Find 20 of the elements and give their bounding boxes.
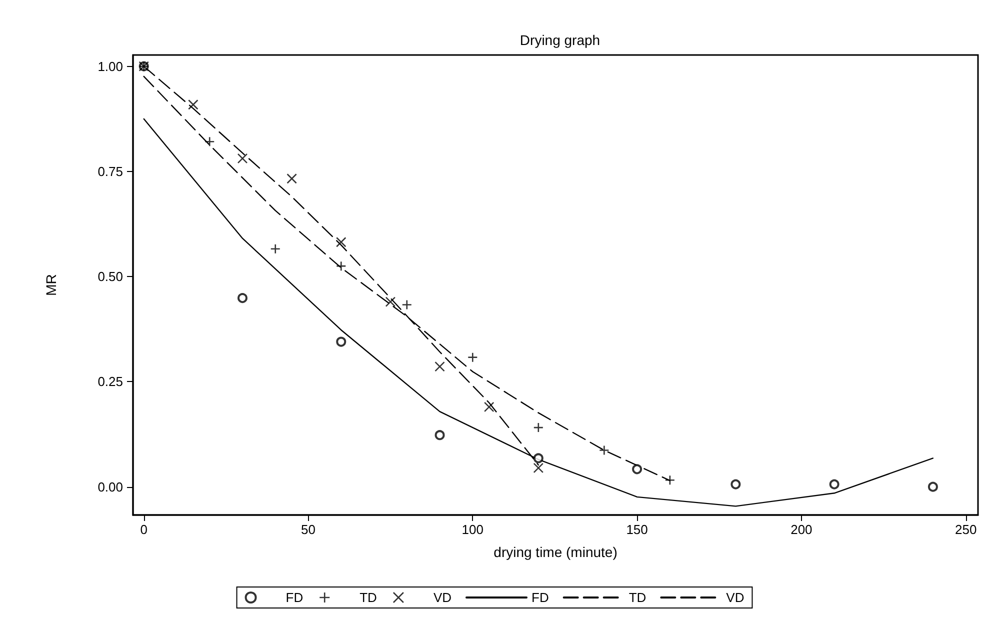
legend-label: VD [433, 590, 452, 605]
x-tick-label: 100 [462, 522, 484, 537]
x-tick-label: 200 [790, 522, 812, 537]
legend-label: TD [628, 590, 646, 605]
legend-label: TD [360, 590, 377, 605]
x-tick-label: 50 [301, 522, 316, 537]
y-axis-title: MR [43, 274, 59, 296]
legend-label: FD [532, 590, 549, 605]
y-tick-label: 0.00 [98, 479, 123, 494]
x-tick-label: 150 [626, 522, 648, 537]
y-tick-label: 0.50 [98, 269, 123, 284]
x-axis-title: drying time (minute) [494, 544, 618, 560]
x-tick-label: 0 [140, 522, 148, 537]
legend-label: VD [726, 590, 744, 605]
y-tick-label: 0.75 [98, 164, 123, 179]
legend-label: FD [286, 590, 304, 605]
chart-title: Drying graph [520, 32, 600, 48]
x-tick-label: 250 [954, 522, 977, 537]
y-tick-label: 0.25 [98, 374, 123, 390]
y-tick-label: 1.00 [98, 58, 123, 74]
